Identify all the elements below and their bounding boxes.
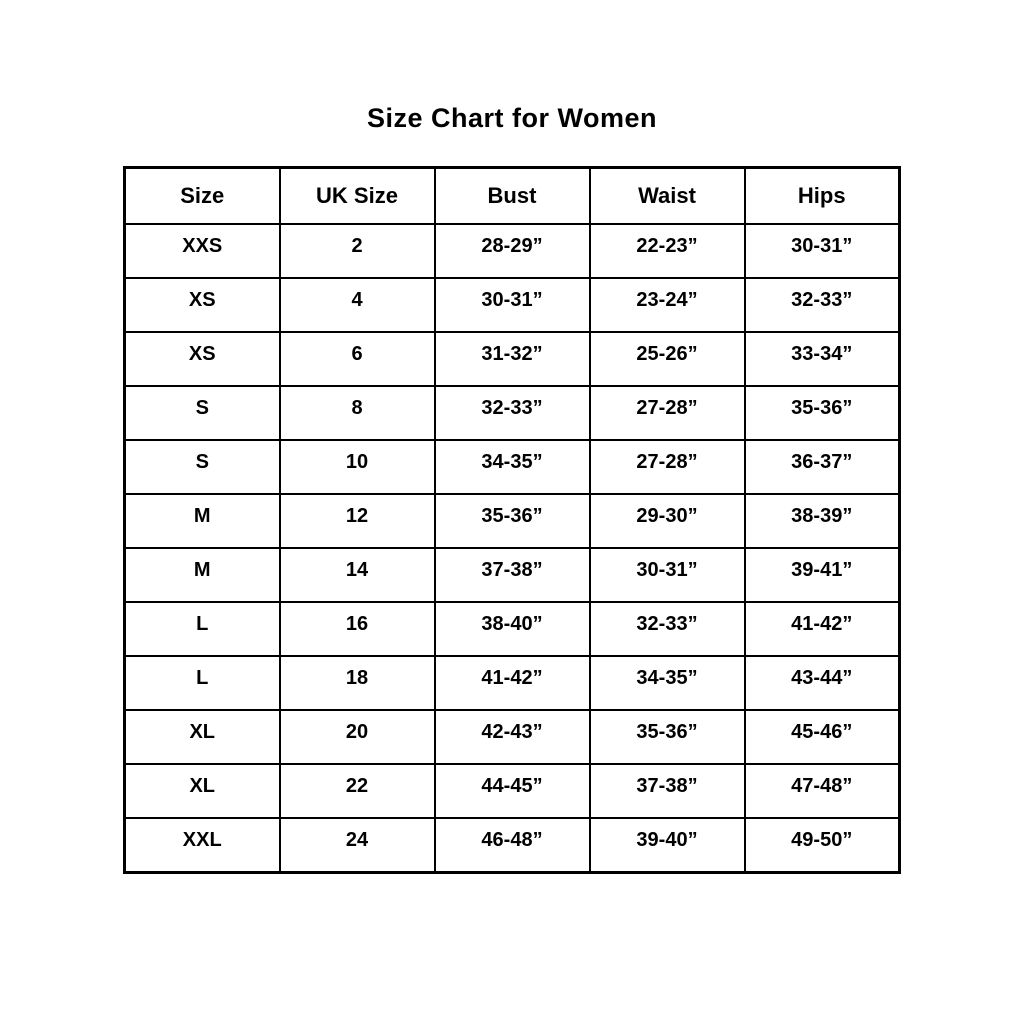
table-cell: 27-28” — [588, 439, 746, 495]
table-cell: 30-31” — [433, 277, 591, 333]
table-cell: 32-33” — [743, 277, 901, 333]
table-cell: 23-24” — [588, 277, 746, 333]
table-row: XXS 2 28-29” 22-23” 30-31” — [123, 223, 901, 279]
table-cell: 38-39” — [743, 493, 901, 549]
table-cell: 25-26” — [588, 331, 746, 387]
page-title: Size Chart for Women — [366, 103, 658, 133]
table-cell: 10 — [278, 439, 436, 495]
table-row: XS 6 31-32” 25-26” 33-34” — [123, 331, 901, 387]
table-header-row: Size UK Size Bust Waist Hips — [123, 166, 901, 225]
table-cell: 31-32” — [433, 331, 591, 387]
table-cell: 37-38” — [433, 547, 591, 603]
table-cell: 43-44” — [743, 655, 901, 711]
table-row: M 12 35-36” 29-30” 38-39” — [123, 493, 901, 549]
table-cell: 47-48” — [743, 763, 901, 819]
column-header-waist: Waist — [588, 166, 746, 225]
table-cell: 14 — [278, 547, 436, 603]
table-cell: M — [123, 493, 281, 549]
table-cell: 4 — [278, 277, 436, 333]
table-row: M 14 37-38” 30-31” 39-41” — [123, 547, 901, 603]
table-cell: 24 — [278, 817, 436, 873]
table-cell: 12 — [278, 493, 436, 549]
table-cell: 16 — [278, 601, 436, 657]
table-cell: 36-37” — [743, 439, 901, 495]
table-cell: 33-34” — [743, 331, 901, 387]
table-cell: XXL — [123, 817, 281, 873]
table-cell: XL — [123, 709, 281, 765]
table-cell: 39-41” — [743, 547, 901, 603]
table-cell: 22 — [278, 763, 436, 819]
table-cell: 30-31” — [588, 547, 746, 603]
column-header-size: Size — [123, 166, 281, 225]
column-header-bust: Bust — [433, 166, 591, 225]
table-cell: 35-36” — [588, 709, 746, 765]
table-cell: 38-40” — [433, 601, 591, 657]
table-row: S 8 32-33” 27-28” 35-36” — [123, 385, 901, 441]
table-row: L 18 41-42” 34-35” 43-44” — [123, 655, 901, 711]
table-cell: 2 — [278, 223, 436, 279]
table-cell: 45-46” — [743, 709, 901, 765]
table-cell: S — [123, 385, 281, 441]
table-cell: 35-36” — [433, 493, 591, 549]
table-cell: XL — [123, 763, 281, 819]
table-cell: 30-31” — [743, 223, 901, 279]
table-body: XXS 2 28-29” 22-23” 30-31” XS 4 30-31” 23-24” 32-… — [123, 223, 901, 873]
size-chart-table: Size UK Size Bust Waist Hips XXS 2 28-29” 2… — [123, 166, 901, 874]
table-header: Size UK Size Bust Waist Hips — [123, 166, 901, 225]
column-header-uk-size: UK Size — [278, 166, 436, 225]
table-cell: 41-42” — [743, 601, 901, 657]
table-cell: 20 — [278, 709, 436, 765]
table-row: L 16 38-40” 32-33” 41-42” — [123, 601, 901, 657]
table-cell: 28-29” — [433, 223, 591, 279]
table-cell: 44-45” — [433, 763, 591, 819]
table-cell: 22-23” — [588, 223, 746, 279]
table-cell: L — [123, 601, 281, 657]
table-row: S 10 34-35” 27-28” 36-37” — [123, 439, 901, 495]
table-cell: 39-40” — [588, 817, 746, 873]
table-cell: 6 — [278, 331, 436, 387]
table-row: XS 4 30-31” 23-24” 32-33” — [123, 277, 901, 333]
table-cell: 34-35” — [588, 655, 746, 711]
table-cell: 18 — [278, 655, 436, 711]
table-cell: XS — [123, 277, 281, 333]
table-cell: 37-38” — [588, 763, 746, 819]
table-cell: XXS — [123, 223, 281, 279]
table-cell: 32-33” — [588, 601, 746, 657]
table-cell: XS — [123, 331, 281, 387]
table-row: XL 22 44-45” 37-38” 47-48” — [123, 763, 901, 819]
table-cell: 35-36” — [743, 385, 901, 441]
table-cell: 42-43” — [433, 709, 591, 765]
table-cell: 41-42” — [433, 655, 591, 711]
table-cell: 27-28” — [588, 385, 746, 441]
table-cell: L — [123, 655, 281, 711]
table-cell: 46-48” — [433, 817, 591, 873]
table-cell: 34-35” — [433, 439, 591, 495]
table-row: XXL 24 46-48” 39-40” 49-50” — [123, 817, 901, 873]
table-cell: 32-33” — [433, 385, 591, 441]
table-row: XL 20 42-43” 35-36” 45-46” — [123, 709, 901, 765]
table-cell: M — [123, 547, 281, 603]
table-cell: S — [123, 439, 281, 495]
table-cell: 49-50” — [743, 817, 901, 873]
column-header-hips: Hips — [743, 166, 901, 225]
table-cell: 29-30” — [588, 493, 746, 549]
table-cell: 8 — [278, 385, 436, 441]
